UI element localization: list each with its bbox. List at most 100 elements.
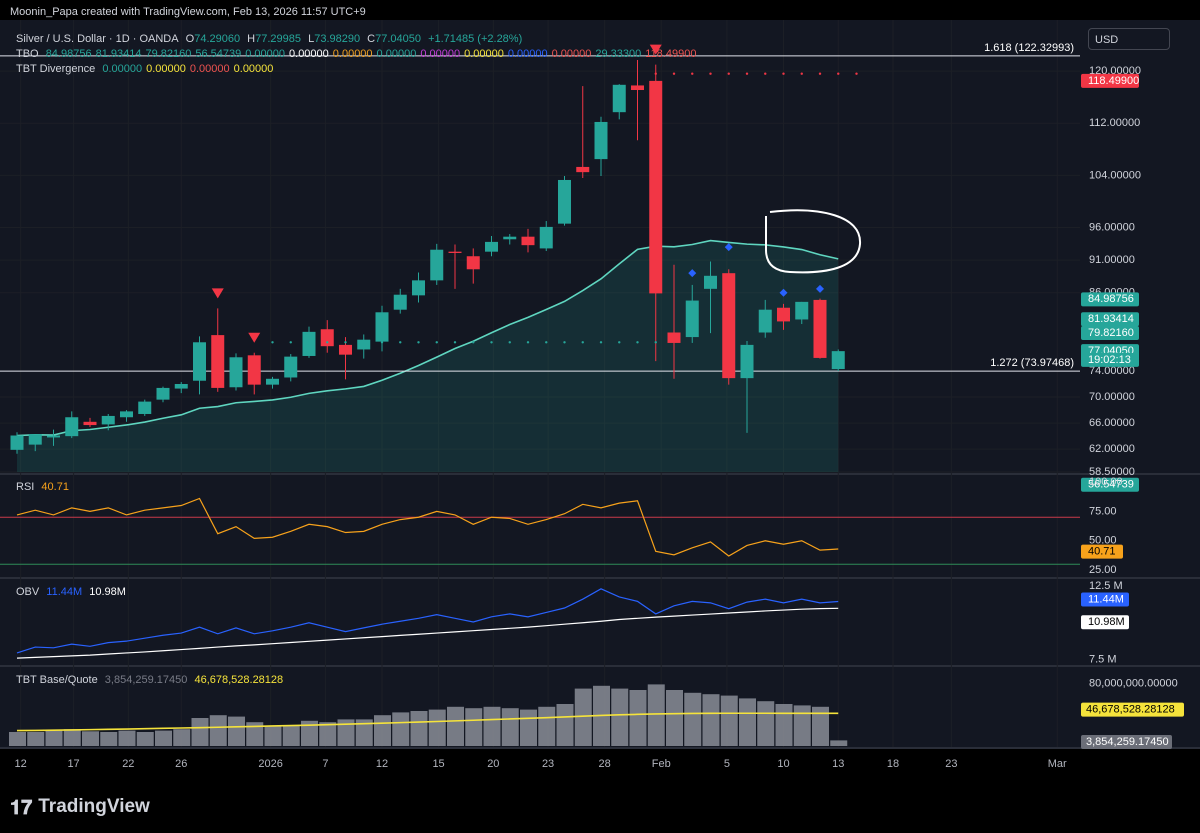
high-label: H bbox=[247, 33, 256, 45]
price-tag-label: 79.82160 bbox=[1088, 327, 1134, 339]
support-dot bbox=[453, 341, 457, 344]
x-axis-tick-label: 23 bbox=[945, 758, 957, 770]
price-axis-tick-label: 74.00000 bbox=[1089, 365, 1135, 377]
volume-bar bbox=[173, 729, 191, 746]
volume-bar bbox=[337, 719, 355, 746]
currency-button[interactable]: USD bbox=[1088, 28, 1170, 50]
resistance-dot bbox=[837, 72, 840, 75]
divergence-diamond bbox=[724, 243, 733, 252]
support-dot bbox=[417, 341, 420, 344]
divergence-diamond bbox=[688, 269, 697, 278]
volume-value-tag bbox=[1081, 735, 1172, 749]
x-axis-tick-label: Feb bbox=[652, 758, 671, 770]
volume-bar bbox=[209, 715, 227, 746]
rsi-line bbox=[16, 497, 839, 557]
volume-ma-tag-label: 46,678,528.28128 bbox=[1086, 704, 1175, 716]
candle-body bbox=[138, 401, 152, 414]
candle-body bbox=[685, 300, 699, 338]
price-tag bbox=[1081, 73, 1139, 88]
symbol-ohlc-legend: Silver / U.S. Dollar · 1D · OANDA O74.29… bbox=[16, 33, 526, 45]
candle-body bbox=[375, 312, 389, 342]
tbo-value-3: 79.82160 bbox=[145, 48, 192, 60]
candle-body bbox=[47, 435, 60, 438]
sell-signal-triangle bbox=[211, 288, 224, 299]
moving-average-line bbox=[16, 239, 839, 437]
candle-body bbox=[229, 357, 243, 388]
candle-body bbox=[539, 226, 553, 249]
high-value: 77.29985 bbox=[255, 33, 302, 45]
x-axis-tick-label: 10 bbox=[777, 758, 789, 770]
volume-bar bbox=[447, 706, 464, 746]
tbo-value-7: 0.00000 bbox=[332, 48, 373, 60]
candle-body bbox=[722, 273, 736, 379]
price-tag-label: 19:02:13 bbox=[1088, 354, 1131, 366]
price-tag-label: 84.98756 bbox=[1088, 293, 1134, 305]
volume-bar bbox=[82, 731, 99, 746]
candle-body bbox=[412, 280, 425, 296]
rsi-axis-tick-label: 75.00 bbox=[1089, 505, 1117, 517]
candle-body bbox=[211, 335, 225, 388]
candle-body bbox=[667, 332, 681, 343]
candle-body bbox=[430, 249, 444, 281]
x-axis-tick-label: 28 bbox=[599, 758, 611, 770]
volume-bar bbox=[155, 730, 172, 746]
x-axis-tick-label: 17 bbox=[67, 758, 79, 770]
support-dot bbox=[435, 341, 438, 344]
tbt-base-quote-label: TBT Base/Quote bbox=[16, 674, 98, 686]
price-tag bbox=[1081, 292, 1139, 307]
rsi-legend[interactable]: RSI 40.71 bbox=[16, 481, 69, 493]
candle-body bbox=[65, 417, 79, 437]
volume-bar bbox=[702, 694, 720, 746]
low-value: 73.98290 bbox=[314, 33, 361, 45]
x-axis-tick-label: 5 bbox=[724, 758, 730, 770]
obv-ma-value: 10.98M bbox=[89, 586, 126, 598]
resistance-dot bbox=[745, 72, 749, 75]
volume-bar bbox=[538, 706, 556, 746]
volume-value-tag-label: 3,854,259.17450 bbox=[1086, 736, 1169, 748]
symbol-title[interactable]: Silver / U.S. Dollar · 1D · OANDA bbox=[16, 33, 179, 45]
support-dot bbox=[636, 341, 639, 344]
volume-bar bbox=[501, 708, 519, 746]
candle-body bbox=[448, 251, 462, 253]
tradingview-wordmark: TradingView bbox=[38, 796, 150, 817]
resistance-dot bbox=[764, 72, 767, 75]
fib-level-label: 1.618 (122.32993) bbox=[984, 42, 1074, 54]
rsi-value-tag-label: 40.71 bbox=[1088, 546, 1116, 558]
tbo-value-6: 0.00000 bbox=[289, 48, 329, 60]
candle-body bbox=[28, 434, 42, 445]
obv-legend[interactable]: OBV 11.44M 10.98M bbox=[16, 586, 126, 598]
divergence-diamond bbox=[779, 288, 788, 297]
tbo-value-13: 29.33300 bbox=[595, 48, 642, 60]
x-axis-tick-label: 22 bbox=[122, 758, 134, 770]
volume-bar bbox=[45, 730, 63, 746]
x-axis-tick-label: 2026 bbox=[258, 758, 282, 770]
resistance-dot bbox=[782, 72, 785, 75]
tbo-legend[interactable]: TBO 84.98756 81.93414 79.82160 56.54739 0.00… bbox=[16, 48, 700, 60]
price-tag-label: 56.54739 bbox=[1088, 479, 1134, 491]
tbt-divergence-legend[interactable]: TBT Divergence 0.00000 0.00000 0.00000 0.00… bbox=[16, 63, 277, 75]
candle-body bbox=[813, 299, 827, 358]
volume-bar bbox=[520, 709, 537, 746]
support-dot bbox=[618, 341, 621, 344]
tbt-divergence-value-3: 0.00000 bbox=[189, 63, 230, 75]
support-dot bbox=[362, 341, 365, 344]
price-tag-label: 118.49900 bbox=[1088, 75, 1139, 87]
volume-bar bbox=[629, 690, 647, 746]
tradingview-logo-icon: 𝟏𝟕 bbox=[10, 795, 33, 819]
resistance-dot bbox=[800, 72, 803, 75]
tbt-base-quote-legend[interactable]: TBT Base/Quote 3,854,259.17450 46,678,52… bbox=[16, 674, 283, 686]
volume-axis-tick-label: 80,000,000.00000 bbox=[1089, 678, 1178, 690]
x-axis-tick-label: Mar bbox=[1048, 758, 1067, 770]
candle-body bbox=[10, 435, 24, 450]
tradingview-logo[interactable]: 𝟏𝟕 TradingView bbox=[10, 795, 150, 819]
price-tag bbox=[1081, 312, 1139, 327]
candle-body bbox=[320, 329, 334, 347]
volume-ma-line bbox=[16, 712, 839, 732]
tbo-value-5: 0.00000 bbox=[245, 48, 286, 60]
attribution-text: Moonin_Papa created with TradingView.com… bbox=[10, 6, 366, 18]
candle-body bbox=[393, 294, 407, 310]
volume-bar bbox=[319, 722, 337, 746]
volume-bar bbox=[830, 740, 848, 746]
support-dot bbox=[545, 341, 548, 344]
